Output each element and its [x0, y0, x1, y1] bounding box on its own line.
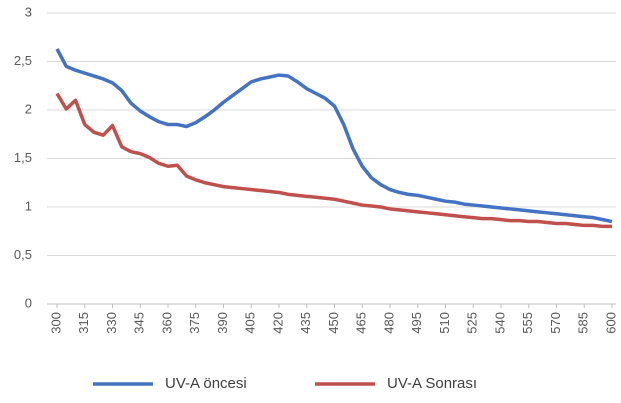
x-tick-label: 570	[548, 312, 563, 334]
y-tick-label: 3	[25, 4, 32, 19]
y-tick-label: 2	[25, 101, 32, 116]
x-tick-label: 390	[215, 312, 230, 334]
x-tick-label: 450	[326, 312, 341, 334]
legend-label: UV-A Sonrası	[387, 375, 477, 392]
y-tick-label: 1,5	[14, 150, 32, 165]
y-tick-label: 0,5	[14, 247, 32, 262]
x-tick-label: 495	[409, 312, 424, 334]
series-line	[55, 92, 612, 229]
x-tick-label: 435	[298, 312, 313, 334]
x-tick-label: 600	[603, 312, 618, 334]
y-tick-label: 2,5	[14, 53, 32, 68]
legend-label: UV-A öncesi	[165, 375, 247, 392]
x-tick-label: 555	[520, 312, 535, 334]
x-tick-label: 315	[76, 312, 91, 334]
x-tick-label: 480	[381, 312, 396, 334]
x-tick-label: 375	[187, 312, 202, 334]
x-tick-label: 360	[159, 312, 174, 334]
y-tick-label: 0	[25, 295, 32, 310]
x-tick-label: 540	[492, 312, 507, 334]
x-tick-label: 465	[354, 312, 369, 334]
x-tick-label: 525	[465, 312, 480, 334]
x-tick-label: 510	[437, 312, 452, 334]
x-tick-label: 405	[243, 312, 258, 334]
x-tick-label: 585	[576, 312, 591, 334]
y-tick-label: 1	[25, 198, 32, 213]
x-tick-label: 330	[104, 312, 119, 334]
series-line	[55, 48, 613, 224]
x-tick-label: 300	[48, 312, 63, 334]
x-tick-label: 420	[270, 312, 285, 334]
x-tick-label: 345	[132, 312, 147, 334]
